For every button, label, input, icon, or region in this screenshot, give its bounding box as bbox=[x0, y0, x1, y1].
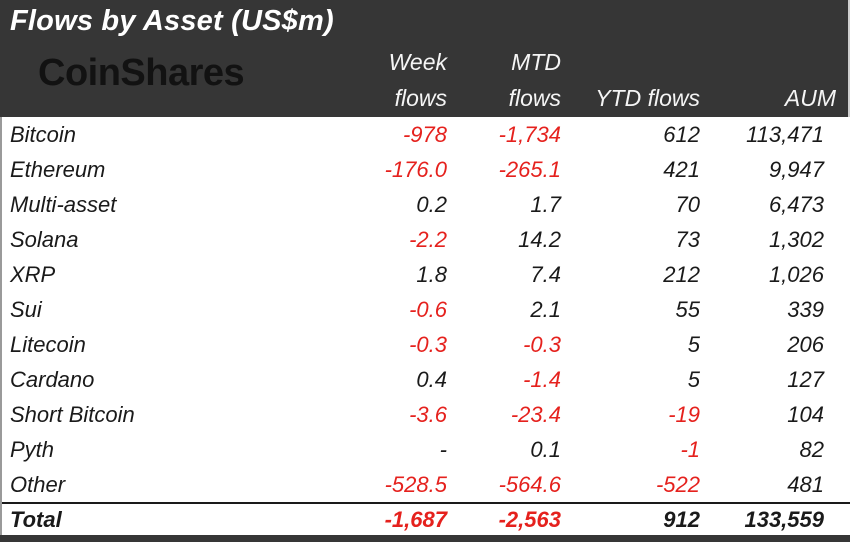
ytd-flows-value: 212 bbox=[663, 262, 700, 287]
asset-name: Bitcoin bbox=[10, 122, 77, 147]
ytd-flows-value: 421 bbox=[663, 157, 700, 182]
mtd-flows-value: 14.2 bbox=[518, 227, 561, 252]
week-flows-value: -3.6 bbox=[409, 402, 447, 427]
asset-name: Short Bitcoin bbox=[10, 402, 135, 427]
mtd-flows-value: 0.1 bbox=[530, 437, 561, 462]
aum-value: 1,026 bbox=[768, 262, 824, 287]
ytd-flows-value: 5 bbox=[687, 367, 700, 392]
total-label: Total bbox=[10, 507, 62, 532]
week-flows-value: -176.0 bbox=[384, 157, 447, 182]
mtd-flows-value: -23.4 bbox=[510, 402, 561, 427]
ytd-flows-value: -522 bbox=[655, 472, 700, 497]
week-flows-value: -0.3 bbox=[409, 332, 447, 357]
table-row: XRP 1.8 7.4 212 1,026 bbox=[2, 257, 850, 292]
week-flows-value: 0.2 bbox=[416, 192, 447, 217]
total-row-container: Total -1,687 -2,563 912 133,559 bbox=[0, 502, 850, 535]
asset-name: Solana bbox=[10, 227, 79, 252]
week-flows-value: -978 bbox=[402, 122, 447, 147]
asset-name: Pyth bbox=[10, 437, 55, 462]
mtd-flows-value: 1.7 bbox=[530, 192, 561, 217]
mtd-flows-value: -265.1 bbox=[498, 157, 561, 182]
ytd-flows-value: 612 bbox=[663, 122, 700, 147]
mtd-flows-value: 7.4 bbox=[530, 262, 561, 287]
week-flows-value: -528.5 bbox=[384, 472, 447, 497]
total-aum: 133,559 bbox=[744, 507, 824, 532]
mtd-flows-value: -1,734 bbox=[498, 122, 561, 147]
column-header-week-flows: Week flows bbox=[388, 49, 447, 111]
table-row: Litecoin -0.3 -0.3 5 206 bbox=[2, 327, 850, 362]
table-row: Ethereum -176.0 -265.1 421 9,947 bbox=[2, 152, 850, 187]
mtd-flows-value: 2.1 bbox=[530, 297, 561, 322]
table-row: Short Bitcoin -3.6 -23.4 -19 104 bbox=[2, 397, 850, 432]
week-flows-value: 0.4 bbox=[416, 367, 447, 392]
aum-value: 339 bbox=[787, 297, 824, 322]
column-header-asset bbox=[0, 44, 340, 116]
asset-name: Litecoin bbox=[10, 332, 86, 357]
aum-value: 104 bbox=[787, 402, 824, 427]
table-row: Other -528.5 -564.6 -522 481 bbox=[2, 467, 850, 502]
bottom-border-bar bbox=[0, 535, 850, 542]
total-week-flows: -1,687 bbox=[384, 507, 447, 532]
aum-value: 82 bbox=[799, 437, 824, 462]
table-header-band: Flows by Asset (US$m) CoinShares Week fl… bbox=[0, 0, 850, 117]
table-row: Bitcoin -978 -1,734 612 113,471 bbox=[2, 117, 850, 152]
ytd-flows-value: 55 bbox=[675, 297, 700, 322]
week-flows-value: - bbox=[439, 437, 447, 462]
column-header-mtd-flows: MTD flows bbox=[508, 49, 561, 111]
page-title: Flows by Asset (US$m) bbox=[10, 5, 334, 37]
mtd-flows-value: -564.6 bbox=[498, 472, 561, 497]
mtd-flows-value: -0.3 bbox=[523, 332, 561, 357]
asset-name: Cardano bbox=[10, 367, 95, 392]
ytd-flows-value: 5 bbox=[687, 332, 700, 357]
week-flows-value: 1.8 bbox=[416, 262, 447, 287]
week-flows-value: -0.6 bbox=[409, 297, 447, 322]
ytd-flows-value: 73 bbox=[675, 227, 700, 252]
table-body: Bitcoin -978 -1,734 612 113,471 Ethereum -176.… bbox=[0, 117, 850, 502]
table-row-total: Total -1,687 -2,563 912 133,559 bbox=[2, 502, 850, 535]
table-row: Pyth - 0.1 -1 82 bbox=[2, 432, 850, 467]
asset-name: Ethereum bbox=[10, 157, 106, 182]
table-row: Cardano 0.4 -1.4 5 127 bbox=[2, 362, 850, 397]
asset-name: XRP bbox=[10, 262, 56, 287]
table-row: Solana -2.2 14.2 73 1,302 bbox=[2, 222, 850, 257]
ytd-flows-value: 70 bbox=[675, 192, 700, 217]
week-flows-value: -2.2 bbox=[409, 227, 447, 252]
table-row: Sui -0.6 2.1 55 339 bbox=[2, 292, 850, 327]
table-row: Multi-asset 0.2 1.7 70 6,473 bbox=[2, 187, 850, 222]
ytd-flows-value: -19 bbox=[668, 402, 700, 427]
aum-value: 113,471 bbox=[746, 122, 824, 147]
column-header-ytd-flows: YTD flows bbox=[595, 85, 700, 111]
aum-value: 9,947 bbox=[768, 157, 824, 182]
total-ytd-flows: 912 bbox=[663, 507, 700, 532]
ytd-flows-value: -1 bbox=[680, 437, 700, 462]
column-header-aum: AUM bbox=[784, 85, 836, 111]
aum-value: 127 bbox=[787, 367, 824, 392]
coinshares-logo: CoinShares bbox=[38, 52, 245, 94]
aum-value: 1,302 bbox=[768, 227, 824, 252]
aum-value: 6,473 bbox=[768, 192, 824, 217]
aum-value: 481 bbox=[787, 472, 824, 497]
asset-name: Multi-asset bbox=[10, 192, 117, 217]
mtd-flows-value: -1.4 bbox=[523, 367, 561, 392]
asset-name: Sui bbox=[10, 297, 42, 322]
total-mtd-flows: -2,563 bbox=[498, 507, 561, 532]
asset-name: Other bbox=[10, 472, 66, 497]
column-headers: Week flows MTD flows YTD flows AUM bbox=[0, 44, 848, 116]
aum-value: 206 bbox=[787, 332, 824, 357]
